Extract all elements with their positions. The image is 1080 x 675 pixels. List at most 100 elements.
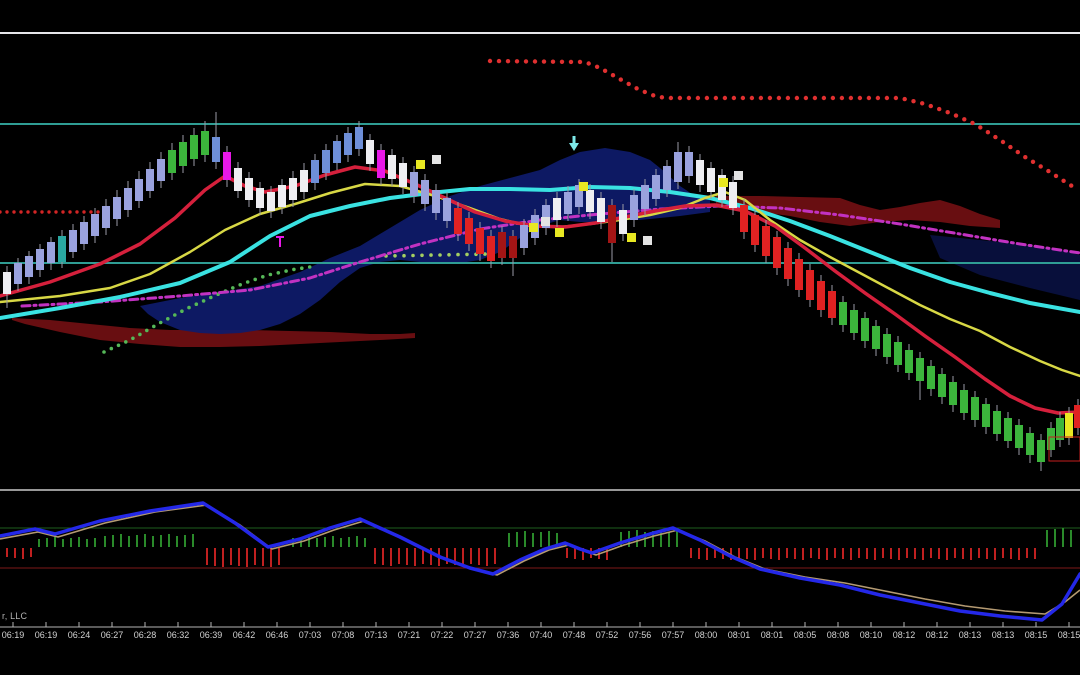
candle (553, 198, 561, 220)
candle (630, 195, 638, 220)
histogram-tick (136, 535, 138, 547)
histogram-tick (930, 548, 932, 558)
histogram-tick (668, 532, 670, 547)
candle (674, 152, 682, 182)
histogram-tick (46, 538, 48, 547)
histogram-tick (978, 548, 980, 558)
time-label: 06:46 (266, 630, 289, 640)
time-label: 06:32 (167, 630, 190, 640)
candle (916, 358, 924, 381)
time-label: 06:42 (233, 630, 256, 640)
red-dotted-left (5, 210, 9, 214)
red-dotted-top (568, 59, 574, 65)
candle (828, 291, 836, 318)
candle (443, 198, 451, 221)
red-dotted-top (1000, 139, 1006, 145)
histogram-tick (874, 548, 876, 560)
candle (1004, 418, 1012, 441)
red-dotted-top (634, 86, 639, 91)
red-dotted-top (1015, 149, 1020, 155)
histogram-tick (374, 548, 376, 564)
histogram-tick (962, 548, 964, 559)
green-dotted-mid (411, 253, 415, 258)
time-label: 07:08 (332, 630, 355, 640)
green-dotted-left (158, 320, 163, 325)
histogram-tick (144, 534, 146, 547)
histogram-tick (786, 548, 788, 558)
histogram-tick (78, 537, 80, 547)
red-dotted-top (1046, 168, 1051, 174)
time-label: 06:19 (2, 630, 25, 640)
signal-square (734, 171, 743, 180)
candle (311, 160, 319, 183)
red-dotted-left (40, 210, 44, 214)
green-dotted-mid (420, 253, 424, 258)
candle (234, 168, 242, 191)
signal-square (579, 182, 588, 191)
candle (806, 270, 814, 300)
histogram-tick (446, 548, 448, 564)
candle (80, 222, 88, 244)
histogram-tick (262, 548, 264, 566)
candle (993, 411, 1001, 434)
green-dotted-left (268, 272, 273, 277)
red-dotted-top (1061, 178, 1066, 183)
time-label: 07:52 (596, 630, 619, 640)
histogram-tick (906, 548, 908, 558)
red-dotted-top (586, 61, 591, 66)
red-dotted-left (75, 210, 79, 214)
histogram-tick (574, 548, 576, 559)
red-dotted-left (54, 210, 58, 214)
histogram-tick (38, 539, 40, 547)
histogram-tick (540, 532, 542, 547)
signal-square (541, 217, 550, 226)
candle (399, 163, 407, 187)
histogram-tick (762, 548, 764, 558)
green-dotted-left (102, 350, 106, 354)
time-label: 07:48 (563, 630, 586, 640)
histogram-tick (62, 539, 64, 547)
time-label: 08:01 (728, 630, 751, 640)
red-dotted-top (659, 95, 665, 100)
histogram-tick (222, 548, 224, 567)
histogram-tick (270, 548, 272, 567)
red-dotted-left (12, 210, 16, 214)
red-dotted-left (0, 210, 2, 214)
red-dotted-top (713, 95, 719, 101)
candle (212, 137, 220, 162)
green-dotted-mid (483, 252, 487, 256)
candle (168, 150, 176, 173)
candle (542, 205, 550, 228)
candle (762, 226, 770, 256)
candle (366, 140, 374, 164)
candle (751, 215, 759, 245)
green-dotted-left (253, 277, 257, 282)
red-dotted-top (848, 95, 854, 101)
candle (223, 152, 231, 180)
candle (663, 166, 671, 190)
red-dotted-top (594, 64, 600, 70)
green-dotted-left (307, 265, 312, 269)
time-label: 07:22 (431, 630, 454, 640)
histogram-tick (698, 548, 700, 559)
signal-square (643, 236, 652, 245)
red-dotted-top (821, 95, 827, 101)
histogram-tick (620, 532, 622, 547)
red-dotted-left (61, 210, 65, 214)
candle (421, 180, 429, 204)
red-dotted-top (541, 59, 547, 64)
histogram-tick (1010, 548, 1012, 559)
red-dotted-top (1023, 155, 1028, 160)
candle (47, 242, 55, 263)
histogram-tick (508, 533, 510, 547)
cyan-ma (0, 185, 1080, 320)
candle (949, 382, 957, 405)
histogram-tick (706, 548, 708, 560)
candle (784, 248, 792, 279)
histogram-tick (332, 536, 334, 547)
time-label: 07:40 (530, 630, 553, 640)
candle (850, 310, 858, 333)
candle (839, 302, 847, 325)
histogram-tick (54, 537, 56, 547)
